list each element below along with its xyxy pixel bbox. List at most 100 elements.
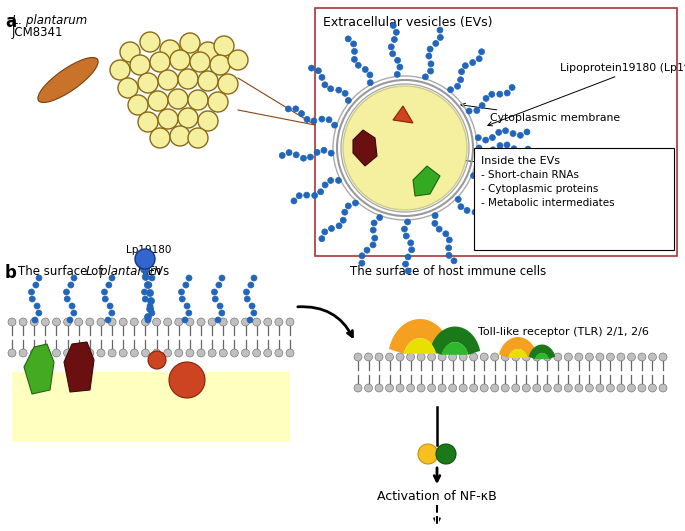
Circle shape [417, 384, 425, 392]
Circle shape [110, 60, 130, 80]
Circle shape [218, 74, 238, 94]
Circle shape [107, 303, 113, 309]
Circle shape [8, 349, 16, 357]
Circle shape [483, 137, 488, 143]
Circle shape [436, 226, 442, 232]
Circle shape [586, 384, 593, 392]
Circle shape [459, 353, 467, 361]
Circle shape [575, 353, 583, 361]
Circle shape [606, 384, 614, 392]
Circle shape [216, 282, 222, 288]
Circle shape [483, 228, 489, 234]
Circle shape [292, 106, 299, 112]
Circle shape [145, 281, 151, 288]
Circle shape [71, 275, 77, 281]
Circle shape [596, 353, 604, 361]
Circle shape [170, 50, 190, 70]
Circle shape [503, 186, 509, 193]
Circle shape [279, 152, 285, 158]
Circle shape [106, 282, 112, 288]
Circle shape [627, 353, 636, 361]
Circle shape [480, 353, 488, 361]
Circle shape [197, 318, 205, 326]
Circle shape [512, 353, 520, 361]
Circle shape [393, 29, 399, 35]
Circle shape [476, 145, 482, 151]
Circle shape [147, 297, 155, 304]
Circle shape [456, 196, 461, 202]
Circle shape [443, 231, 449, 237]
Circle shape [53, 318, 60, 326]
Circle shape [251, 310, 257, 316]
Circle shape [219, 349, 227, 357]
Circle shape [480, 221, 486, 227]
Circle shape [140, 264, 149, 273]
Circle shape [228, 50, 248, 70]
Circle shape [108, 318, 116, 326]
Circle shape [164, 318, 172, 326]
Circle shape [649, 384, 656, 392]
Circle shape [97, 349, 105, 357]
Text: b: b [5, 264, 17, 282]
Circle shape [286, 150, 292, 156]
Circle shape [69, 303, 75, 309]
Circle shape [30, 349, 38, 357]
Circle shape [147, 303, 153, 309]
Circle shape [141, 318, 149, 326]
Circle shape [264, 318, 272, 326]
Circle shape [251, 275, 257, 281]
Circle shape [659, 384, 667, 392]
Circle shape [471, 173, 477, 179]
Text: a: a [5, 13, 16, 31]
Circle shape [119, 349, 127, 357]
Circle shape [183, 282, 189, 288]
Text: The surface of host immune cells: The surface of host immune cells [350, 265, 546, 278]
Circle shape [64, 296, 71, 302]
FancyBboxPatch shape [315, 8, 677, 256]
Circle shape [372, 235, 377, 241]
Circle shape [391, 37, 397, 42]
Circle shape [458, 77, 464, 83]
Circle shape [329, 226, 334, 232]
Circle shape [498, 181, 503, 186]
Circle shape [388, 44, 395, 50]
Circle shape [253, 318, 260, 326]
Circle shape [345, 97, 351, 104]
Circle shape [301, 155, 306, 161]
Circle shape [230, 349, 238, 357]
Circle shape [354, 353, 362, 361]
Circle shape [142, 273, 149, 280]
Circle shape [29, 296, 35, 302]
Circle shape [145, 313, 151, 321]
Circle shape [147, 305, 153, 313]
Circle shape [109, 275, 115, 281]
Circle shape [351, 56, 358, 62]
Circle shape [455, 83, 460, 89]
Text: Lp19180: Lp19180 [126, 245, 171, 255]
Circle shape [182, 317, 188, 323]
Circle shape [525, 146, 531, 152]
Circle shape [186, 310, 192, 316]
Circle shape [364, 247, 370, 253]
Circle shape [30, 318, 38, 326]
Polygon shape [353, 130, 377, 166]
Circle shape [264, 349, 272, 357]
Circle shape [336, 177, 342, 183]
Circle shape [509, 84, 515, 90]
Circle shape [438, 384, 446, 392]
Circle shape [522, 353, 530, 361]
Circle shape [332, 122, 338, 128]
Circle shape [108, 349, 116, 357]
Text: Toll-like receptor (TLR) 2/1, 2/6: Toll-like receptor (TLR) 2/1, 2/6 [478, 327, 649, 337]
Circle shape [321, 147, 327, 153]
Circle shape [375, 353, 383, 361]
Circle shape [403, 233, 409, 239]
Circle shape [470, 384, 477, 392]
Circle shape [345, 203, 351, 209]
Circle shape [135, 249, 155, 269]
Circle shape [142, 289, 147, 295]
Polygon shape [442, 342, 468, 355]
Circle shape [409, 247, 414, 253]
Circle shape [208, 318, 216, 326]
Circle shape [437, 35, 443, 40]
